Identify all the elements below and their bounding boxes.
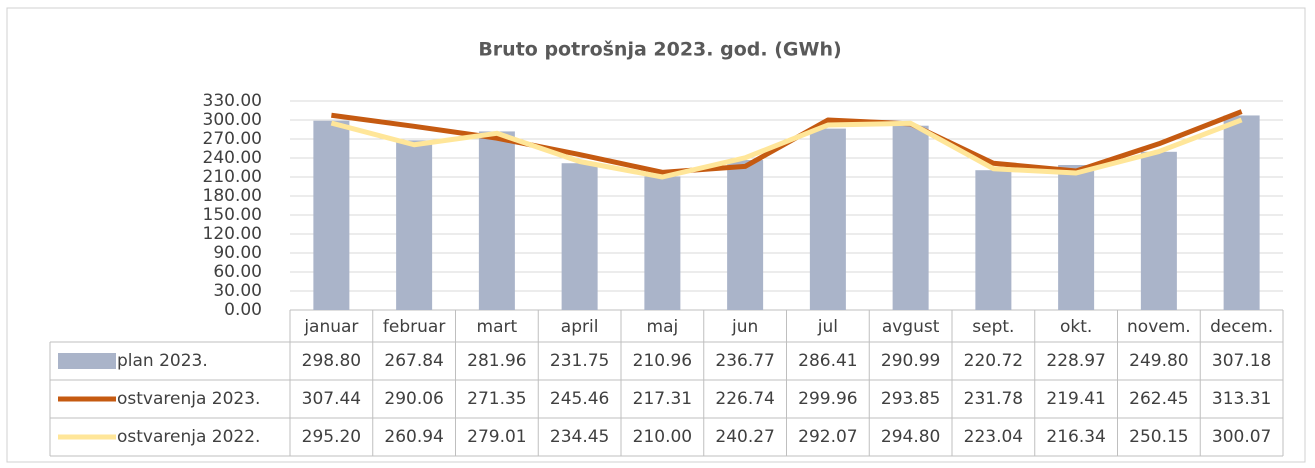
x-tick-label: februar: [383, 317, 445, 337]
table-value: 313.31: [1212, 389, 1271, 409]
table-value: 281.96: [467, 351, 526, 371]
table-value: 210.96: [633, 351, 692, 371]
table-value: 290.06: [384, 389, 443, 409]
table-value: 223.04: [964, 427, 1023, 447]
bar: [1140, 151, 1177, 310]
y-tick-label: 120.00: [203, 224, 262, 244]
table-value: 219.41: [1046, 389, 1105, 409]
legend-label: ostvarenja 2023.: [117, 389, 260, 409]
x-tick-label: april: [561, 317, 599, 337]
bar: [1058, 164, 1095, 310]
y-tick-label: 270.00: [203, 129, 262, 149]
table-value: 217.31: [633, 389, 692, 409]
table-value: 245.46: [550, 389, 609, 409]
table-value: 216.34: [1046, 427, 1105, 447]
table-value: 267.84: [384, 351, 443, 371]
legend-key: [58, 353, 116, 369]
table-value: 290.99: [881, 351, 940, 371]
line: [330, 117, 1243, 180]
table-value: 300.07: [1212, 427, 1271, 447]
legend-label: plan 2023.: [117, 351, 208, 371]
table-value: 298.80: [302, 351, 361, 371]
x-tick-label: okt.: [1060, 317, 1092, 337]
table-value: 236.77: [715, 351, 774, 371]
chart-title: Bruto potrošnja 2023. god. (GWh): [478, 39, 841, 61]
bar: [727, 160, 764, 310]
bar: [478, 131, 515, 310]
table-value: 299.96: [798, 389, 857, 409]
x-tick-label: novem.: [1127, 317, 1191, 337]
y-tick-label: 210.00: [203, 167, 262, 187]
table-value: 307.44: [302, 389, 361, 409]
bar: [561, 163, 598, 310]
table-value: 231.75: [550, 351, 609, 371]
table-value: 231.78: [964, 389, 1023, 409]
bar: [313, 120, 350, 310]
x-tick-label: mart: [477, 317, 518, 337]
table-value: 240.27: [715, 427, 774, 447]
table-value: 226.74: [715, 389, 774, 409]
bar: [396, 140, 433, 310]
x-tick-label: sept.: [972, 317, 1014, 337]
x-tick-label: decem.: [1210, 317, 1273, 337]
y-tick-label: 180.00: [203, 186, 262, 206]
table-value: 262.45: [1129, 389, 1188, 409]
y-tick-label: 150.00: [203, 205, 262, 225]
table-value: 293.85: [881, 389, 940, 409]
table-value: 295.20: [302, 427, 361, 447]
bar: [892, 125, 929, 311]
table-value: 210.00: [633, 427, 692, 447]
bar: [1223, 115, 1260, 310]
bar: [975, 170, 1012, 310]
y-tick-label: 60.00: [213, 262, 262, 282]
table-value: 234.45: [550, 427, 609, 447]
table-value: 271.35: [467, 389, 526, 409]
y-tick-label: 300.00: [203, 110, 262, 130]
table-value: 279.01: [467, 427, 526, 447]
table-value: 228.97: [1046, 351, 1105, 371]
bar: [809, 128, 846, 310]
x-tick-label: jul: [817, 317, 838, 337]
y-tick-label: 330.00: [203, 91, 262, 111]
table-value: 292.07: [798, 427, 857, 447]
bar: [644, 176, 681, 310]
y-tick-label: 0.00: [224, 300, 262, 320]
table-value: 249.80: [1129, 351, 1188, 371]
x-tick-label: maj: [647, 317, 679, 337]
y-tick-label: 240.00: [203, 148, 262, 168]
x-tick-label: januar: [303, 317, 358, 337]
x-tick-label: jun: [731, 317, 758, 337]
table-value: 220.72: [964, 351, 1023, 371]
table-value: 260.94: [384, 427, 443, 447]
table-value: 286.41: [798, 351, 857, 371]
legend-label: ostvarenja 2022.: [117, 427, 260, 447]
table-value: 307.18: [1212, 351, 1271, 371]
x-tick-label: avgust: [882, 317, 940, 337]
table-value: 294.80: [881, 427, 940, 447]
y-tick-label: 90.00: [213, 243, 262, 263]
table-value: 250.15: [1129, 427, 1188, 447]
y-tick-label: 30.00: [213, 281, 262, 301]
